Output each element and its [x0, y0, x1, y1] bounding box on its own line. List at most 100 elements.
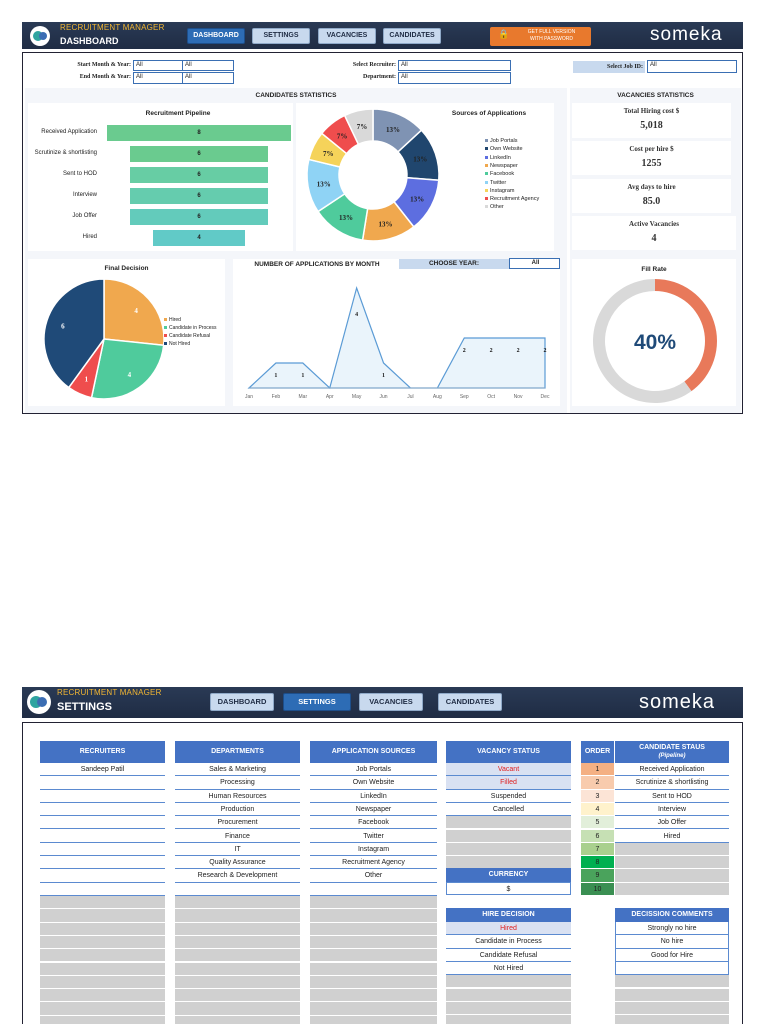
application-sources-cell[interactable]: Newspaper [310, 803, 437, 817]
departments-empty-cell[interactable] [175, 909, 300, 923]
departments-cell[interactable]: Processing [175, 776, 300, 790]
choose-year-field[interactable]: All [509, 258, 560, 269]
application-sources-cell[interactable]: Recruitment Agency [310, 856, 437, 870]
application-sources-empty-cell[interactable] [310, 935, 437, 950]
vacancy-status-cell[interactable]: Vacant [446, 763, 571, 777]
nav-candidates-button[interactable]: CANDIDATES [438, 693, 502, 711]
hire-decision-cell[interactable]: Candidate Refusal [446, 949, 571, 962]
recruiters-cell[interactable] [40, 830, 165, 843]
application-sources-empty-cell[interactable] [310, 1002, 437, 1016]
candidate-status-cell[interactable]: Job Offer [615, 816, 729, 830]
recruiters-cell[interactable] [40, 883, 165, 896]
departments-cell[interactable]: Procurement [175, 816, 300, 830]
job-id-field[interactable]: All [647, 60, 737, 73]
decision-comments-cell[interactable]: No hire [615, 935, 729, 949]
departments-cell[interactable]: Research & Development [175, 869, 300, 883]
recruiters-empty-cell[interactable] [40, 975, 165, 990]
departments-cell[interactable]: Sales & Marketing [175, 763, 300, 777]
application-sources-cell[interactable]: Twitter [310, 830, 437, 843]
departments-empty-cell[interactable] [175, 896, 300, 910]
vacancy-status-cell[interactable]: Filled [446, 776, 571, 790]
hire-decision-cell[interactable]: Candidate in Process [446, 935, 571, 949]
candidate-status-empty-cell[interactable] [615, 856, 729, 870]
vacancy-status-cell[interactable]: Suspended [446, 790, 571, 803]
application-sources-cell[interactable]: Own Website [310, 776, 437, 790]
vacancy-status-cell[interactable]: Cancelled [446, 803, 571, 817]
recruiters-empty-cell[interactable] [40, 949, 165, 963]
application-sources-empty-cell[interactable] [310, 975, 437, 990]
recruiters-cell[interactable] [40, 803, 165, 817]
hire-decision-cell[interactable]: Not Hired [446, 962, 571, 976]
application-sources-cell[interactable]: Other [310, 869, 437, 883]
recruiter-field[interactable]: All [398, 60, 511, 71]
application-sources-empty-cell[interactable] [310, 949, 437, 963]
end-month-field[interactable]: All [133, 72, 183, 84]
decision-comments-cell[interactable] [615, 961, 729, 976]
departments-empty-cell[interactable] [175, 922, 300, 936]
application-sources-empty-cell[interactable] [310, 909, 437, 923]
decision-comments-empty-cell[interactable] [615, 975, 729, 989]
nav-vacancies-button[interactable]: VACANCIES [318, 28, 376, 44]
start-month-field[interactable]: All [133, 60, 183, 71]
get-full-version-button[interactable]: 🔒 GET FULL VERSION WITH PASSWORD [490, 27, 591, 46]
vacancy-status-empty-cell[interactable] [446, 816, 571, 830]
departments-empty-cell[interactable] [175, 989, 300, 1003]
nav-dashboard-button[interactable]: DASHBOARD [210, 693, 274, 711]
decision-comments-empty-cell[interactable] [615, 988, 729, 1002]
recruiters-cell[interactable] [40, 776, 165, 790]
department-field[interactable]: All [398, 72, 511, 84]
recruiters-empty-cell[interactable] [40, 922, 165, 936]
nav-settings-button[interactable]: SETTINGS [283, 693, 351, 711]
recruiters-cell[interactable] [40, 843, 165, 857]
application-sources-cell[interactable]: Instagram [310, 843, 437, 857]
hire-decision-empty-cell[interactable] [446, 975, 571, 989]
nav-vacancies-button[interactable]: VACANCIES [359, 693, 423, 711]
hire-decision-cell[interactable]: Hired [446, 922, 571, 936]
recruiters-cell[interactable] [40, 856, 165, 870]
application-sources-empty-cell[interactable] [310, 896, 437, 910]
application-sources-cell[interactable]: Job Portals [310, 763, 437, 777]
candidate-status-empty-cell[interactable] [615, 882, 729, 896]
departments-empty-cell[interactable] [175, 1015, 300, 1024]
application-sources-cell[interactable]: Facebook [310, 816, 437, 830]
vacancy-status-empty-cell[interactable] [446, 842, 571, 857]
application-sources-empty-cell[interactable] [310, 922, 437, 936]
decision-comments-empty-cell[interactable] [615, 1001, 729, 1016]
application-sources-empty-cell[interactable] [310, 989, 437, 1003]
recruiters-cell[interactable] [40, 790, 165, 803]
departments-empty-cell[interactable] [175, 949, 300, 963]
start-year-field[interactable]: All [182, 60, 234, 71]
candidate-status-cell[interactable]: Sent to HOD [615, 790, 729, 803]
departments-empty-cell[interactable] [175, 935, 300, 950]
recruiters-empty-cell[interactable] [40, 989, 165, 1003]
hire-decision-empty-cell[interactable] [446, 1001, 571, 1016]
departments-cell[interactable]: Production [175, 803, 300, 817]
nav-dashboard-button[interactable]: DASHBOARD [187, 28, 245, 44]
departments-cell[interactable] [175, 883, 300, 896]
decision-comments-cell[interactable]: Good for Hire [615, 948, 729, 962]
application-sources-cell[interactable]: LinkedIn [310, 790, 437, 803]
candidate-status-cell[interactable]: Received Application [615, 763, 729, 777]
departments-empty-cell[interactable] [175, 962, 300, 976]
application-sources-empty-cell[interactable] [310, 1015, 437, 1024]
decision-comments-cell[interactable]: Strongly no hire [615, 922, 729, 936]
application-sources-empty-cell[interactable] [310, 962, 437, 976]
currency-value[interactable]: $ [446, 882, 571, 895]
decision-comments-empty-cell[interactable] [615, 1015, 729, 1024]
end-year-field[interactable]: All [182, 72, 234, 84]
recruiters-empty-cell[interactable] [40, 1002, 165, 1016]
candidate-status-cell[interactable]: Hired [615, 830, 729, 843]
recruiters-empty-cell[interactable] [40, 962, 165, 976]
recruiters-cell[interactable]: Sandeep Patil [40, 763, 165, 777]
hire-decision-empty-cell[interactable] [446, 1015, 571, 1024]
candidate-status-cell[interactable]: Scrutinize & shortlisting [615, 776, 729, 790]
departments-cell[interactable]: Quality Assurance [175, 856, 300, 870]
recruiters-empty-cell[interactable] [40, 935, 165, 950]
departments-empty-cell[interactable] [175, 975, 300, 990]
departments-cell[interactable]: Human Resources [175, 790, 300, 803]
application-sources-cell[interactable] [310, 883, 437, 896]
nav-settings-button[interactable]: SETTINGS [252, 28, 310, 44]
nav-candidates-button[interactable]: CANDIDATES [383, 28, 441, 44]
candidate-status-empty-cell[interactable] [615, 869, 729, 883]
departments-cell[interactable]: IT [175, 843, 300, 857]
